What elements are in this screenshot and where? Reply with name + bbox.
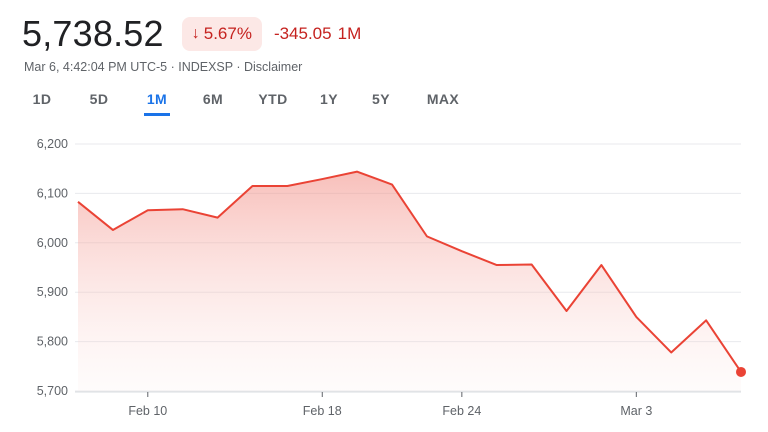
x-tick-label: Feb 10 [128, 404, 167, 418]
tab-1d[interactable]: 1D [32, 91, 52, 107]
quote-meta: Mar 6, 4:42:04 PM UTC-5 · INDEXSP · Disc… [24, 60, 302, 74]
tab-1m[interactable]: 1M [144, 88, 170, 116]
last-point-marker [736, 366, 746, 377]
current-price: 5,738.52 [22, 13, 164, 54]
y-tick-label: 5,900 [37, 285, 68, 299]
chart-area [78, 171, 741, 391]
y-tick-label: 6,000 [37, 236, 68, 250]
tab-max[interactable]: MAX [426, 91, 460, 107]
meta-separator: · [167, 60, 179, 74]
range-tabs: 1D 5D 1M 6M YTD 1Y 5Y MAX [30, 88, 462, 116]
change-absolute: -345.05 1M [274, 24, 361, 44]
x-axis: Feb 10 Feb 18 Feb 24 Mar 3 [75, 391, 741, 418]
y-axis: 5,700 5,800 5,900 6,000 6,100 6,200 [37, 137, 68, 398]
y-tick-label: 6,100 [37, 186, 68, 200]
tab-1y[interactable]: 1Y [320, 91, 338, 107]
change-percent: 5.67% [203, 24, 252, 43]
chart-line [77, 170, 746, 377]
quote-header: 5,738.52 ↓ 5.67% -345.05 1M [22, 12, 361, 56]
arrow-down-icon: ↓ [191, 25, 200, 42]
tab-5d[interactable]: 5D [89, 91, 109, 107]
x-tick-label: Feb 18 [303, 404, 342, 418]
disclaimer-link[interactable]: Disclaimer [243, 60, 303, 74]
change-period: 1M [337, 24, 362, 43]
area-fill [78, 171, 741, 391]
exchange-name: INDEXSP [178, 60, 233, 74]
change-percent-badge: ↓ 5.67% [181, 17, 262, 51]
x-tick-label: Mar 3 [620, 404, 652, 418]
change-value: -345.05 [273, 24, 332, 43]
series-line [77, 170, 742, 373]
y-tick-label: 6,200 [37, 137, 68, 151]
x-tick-label: Feb 24 [442, 404, 481, 418]
y-tick-label: 5,800 [37, 335, 68, 349]
y-tick-label: 5,700 [37, 384, 68, 398]
timestamp: Mar 6, 4:42:04 PM UTC-5 [24, 60, 168, 74]
tab-5y[interactable]: 5Y [372, 91, 390, 107]
tab-ytd[interactable]: YTD [258, 91, 288, 107]
tab-6m[interactable]: 6M [202, 91, 224, 107]
meta-separator: · [232, 60, 244, 74]
